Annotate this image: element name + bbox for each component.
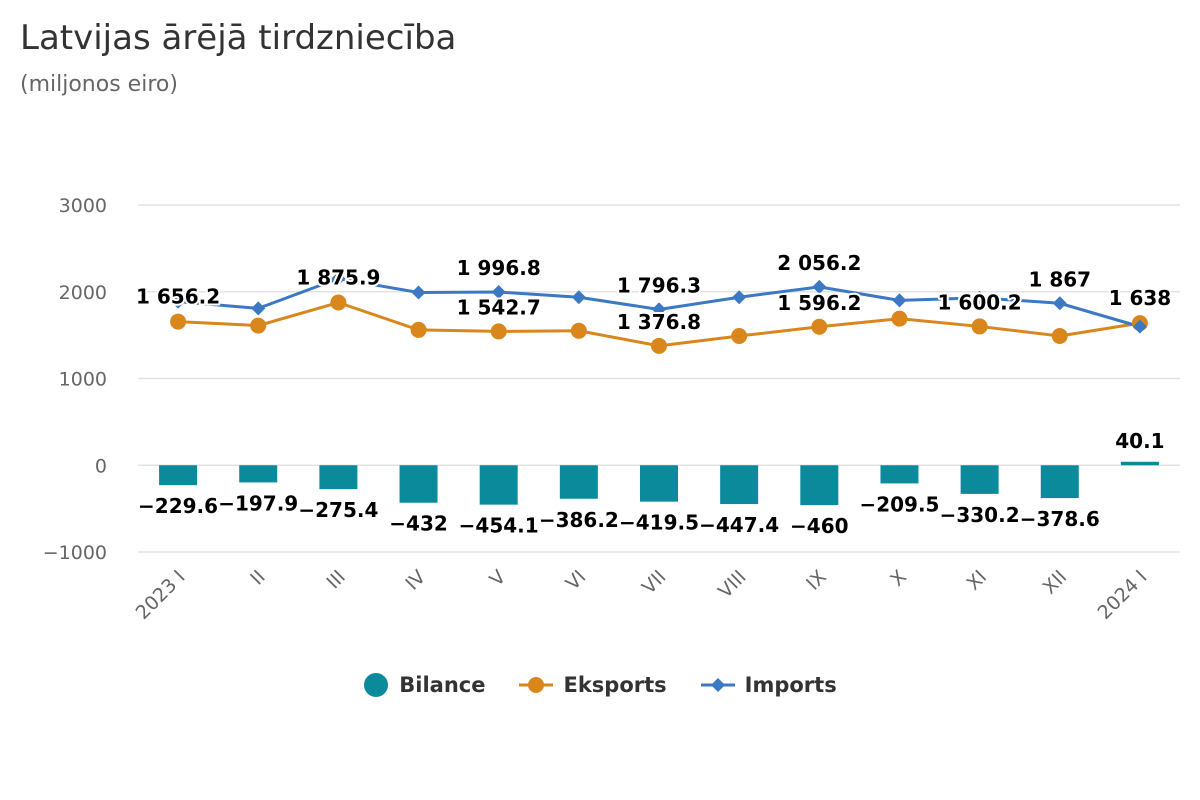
chart-title: Latvijas ārējā tirdzniecība [20,18,457,58]
chart-subtitle: (miljonos eiro) [20,72,178,97]
legend-item-bilance[interactable]: Bilance [363,672,485,698]
imports-value-label: 1 867 [1028,267,1091,291]
legend: Bilance Eksports Imports [0,672,1200,698]
bilance-bar[interactable] [640,465,678,502]
bilance-bar[interactable] [880,465,919,484]
eksports-point[interactable] [170,313,187,330]
imports-point[interactable] [331,271,346,286]
y-tick-label: 3000 [59,195,107,217]
y-axis-ticks: −1000 0 1000 2000 3000 [43,195,107,564]
y-tick-label: 0 [95,455,107,477]
imports-point[interactable] [972,290,987,305]
eksports-point[interactable] [971,318,988,335]
grid-lines [138,204,1180,553]
bilance-value-label: −197.9 [218,491,298,515]
x-tick-label: II [246,566,269,589]
y-tick-label: 1000 [59,369,107,391]
imports-point[interactable] [251,301,266,316]
x-tick-label: V [485,566,510,591]
legend-item-eksports[interactable]: Eksports [519,672,667,698]
eksports-line-marker-icon [519,677,554,693]
x-tick-label: VIII [714,566,751,603]
eksports-value-label: 1 596.2 [777,291,861,315]
imports-point[interactable] [892,293,907,308]
bilance-bar[interactable] [479,465,518,505]
eksports-value-label: 1 600.2 [938,290,1022,314]
imports-value-label: 2 056.2 [777,251,861,275]
eksports-point[interactable] [410,321,427,338]
eksports-point[interactable] [811,318,828,335]
legend-label-bilance: Bilance [399,673,486,697]
imports-value-label: 1 796.3 [617,273,701,297]
bilance-value-label: −209.5 [859,492,939,516]
x-tick-label: VI [562,566,591,595]
imports-point[interactable] [652,302,666,317]
bilance-value-label: −432 [389,512,448,536]
bilance-value-label: −275.4 [298,498,378,522]
bilance-value-label: −330.2 [940,503,1020,527]
x-tick-label: III [322,566,349,593]
x-tick-label: X [886,566,911,591]
y-tick-label: −1000 [43,542,107,564]
eksports-point[interactable] [490,323,507,340]
bilance-value-label: −419.5 [619,511,699,535]
x-tick-label: 2023 I [132,566,190,624]
eksports-point[interactable] [891,310,908,327]
eksports-point[interactable] [731,327,748,344]
imports-point[interactable] [171,294,186,309]
bilance-value-label: −447.4 [699,513,779,537]
bilance-bar[interactable] [720,465,759,505]
bilance-bar[interactable] [559,465,598,499]
series-points [170,271,1148,354]
eksports-point[interactable] [250,317,267,334]
eksports-value-label: 1 542.7 [457,295,541,319]
bilance-bars [159,461,1159,506]
eksports-value-label: 1 376.8 [617,310,701,334]
eksports-value-label: 1 638 [1109,286,1172,310]
legend-label-eksports: Eksports [563,673,667,697]
bilance-bar[interactable] [399,465,438,503]
bilance-value-label: −454.1 [459,514,539,538]
x-axis-ticks: 2023 I II III IV V VI VII VIII IX X XI XII 2024 I [132,566,1152,624]
bilance-bar[interactable] [1040,465,1079,499]
bilance-bar[interactable] [960,465,999,494]
bilance-bar[interactable] [159,465,198,486]
imports-line-diamond-icon [700,678,735,692]
legend-label-imports: Imports [744,673,837,697]
bilance-value-label: −229.6 [138,494,218,518]
y-tick-label: 2000 [59,282,107,304]
bilance-value-label: 40.1 [1115,429,1164,453]
imports-point[interactable] [571,290,586,305]
eksports-value-label: 1 875.9 [296,266,380,290]
eksports-point[interactable] [651,337,667,354]
x-tick-label: IV [401,566,430,595]
eksports-point[interactable] [570,322,587,339]
imports-point[interactable] [812,279,827,294]
eksports-point[interactable] [1051,327,1068,344]
eksports-point[interactable] [330,294,347,311]
x-tick-label: VII [638,566,671,599]
bilance-value-label: −378.6 [1020,507,1100,531]
imports-point[interactable] [491,285,506,300]
eksports-value-label: 1 656.2 [136,285,220,309]
imports-point[interactable] [411,285,426,300]
x-tick-label: 2024 I [1093,566,1151,624]
bilance-circle-icon [364,673,389,697]
imports-point[interactable] [732,290,747,305]
bilance-bar[interactable] [239,465,278,483]
bilance-value-label: −386.2 [539,508,619,532]
legend-item-imports[interactable]: Imports [700,672,837,698]
bilance-bar[interactable] [800,465,839,506]
x-tick-label: XI [962,566,991,595]
x-tick-label: IX [802,566,831,595]
x-tick-label: XII [1039,566,1072,599]
imports-point[interactable] [1132,319,1147,334]
imports-value-label: 1 996.8 [457,256,541,280]
bilance-bar[interactable] [319,465,358,490]
bilance-value-label: −460 [790,514,849,538]
imports-point[interactable] [1052,296,1067,311]
bilance-bar[interactable] [1120,461,1159,466]
data-labels: −229.6 −197.9 −275.4 −432 −454.1 −386.2 −419.5… [134,249,1173,540]
